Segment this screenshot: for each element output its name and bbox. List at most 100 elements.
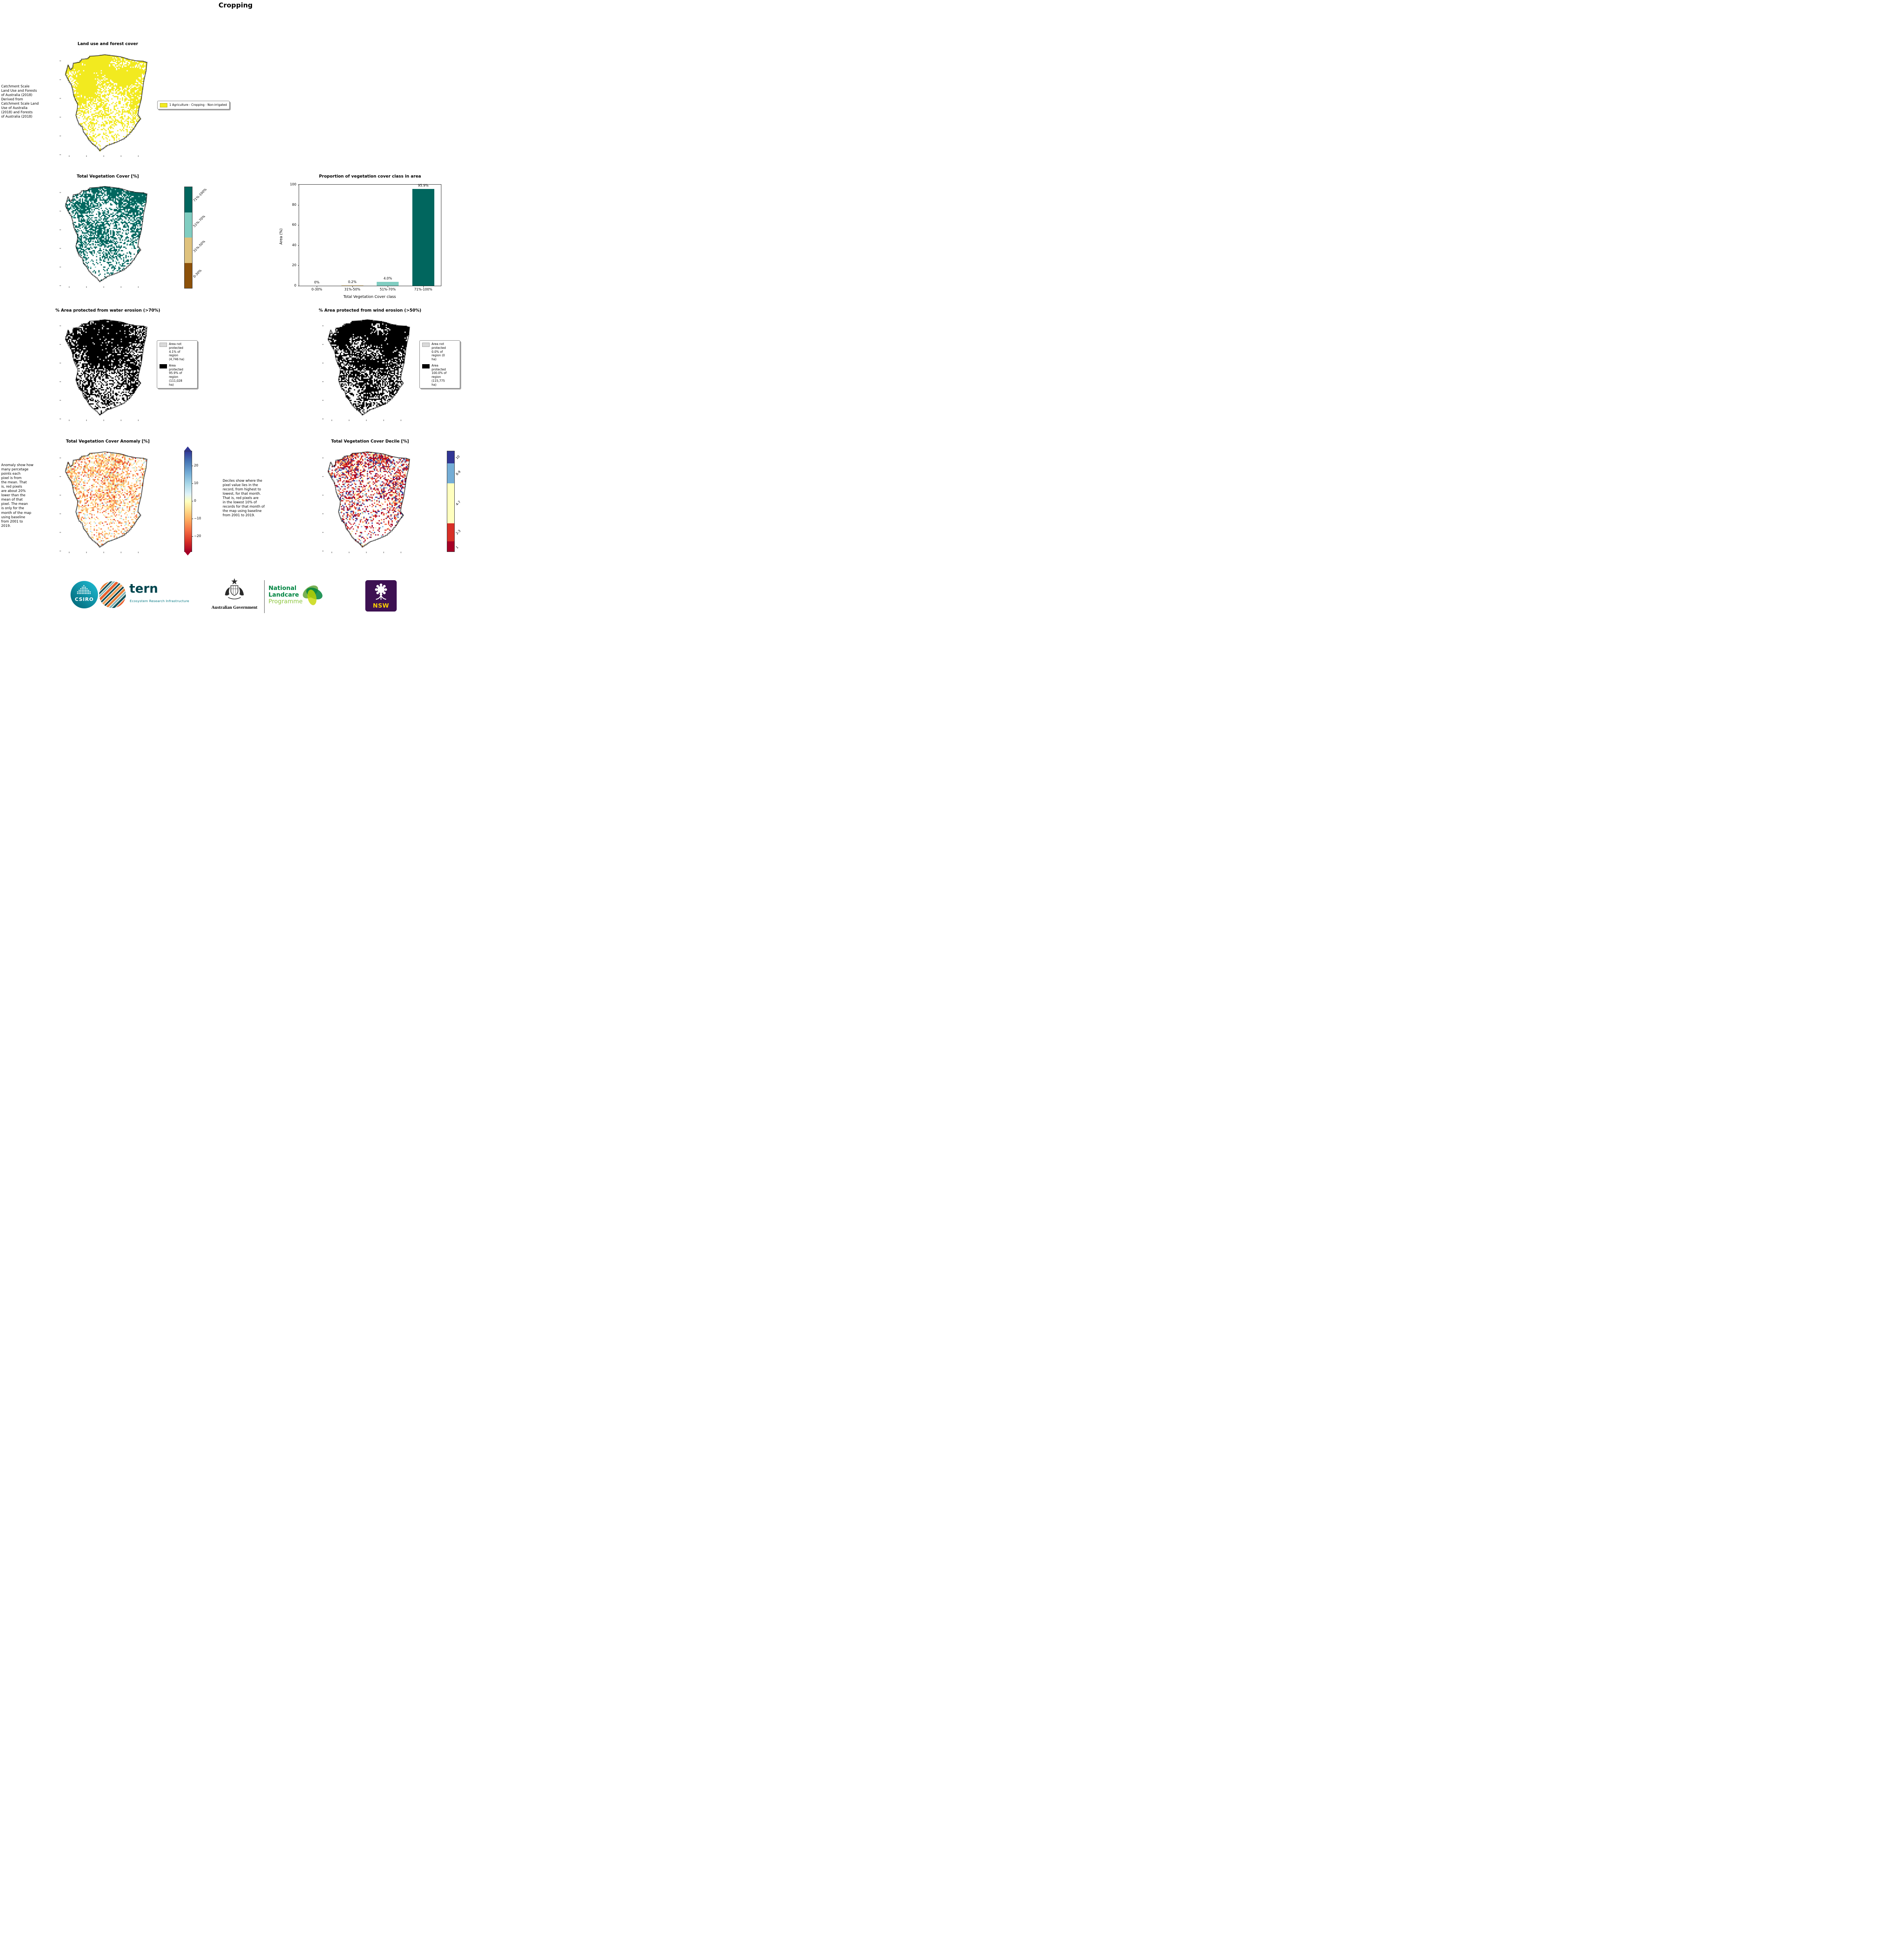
decile-colorbar-bar: [447, 451, 455, 552]
proportion-chart-title: Proportion of vegetation cover class in …: [319, 174, 421, 179]
wind-not-protected-swatch: [422, 343, 430, 347]
land-use-map: [60, 53, 156, 157]
veg-colorbar-label: 51%-70%: [192, 214, 206, 228]
colorbar-arrow-down-icon: [184, 551, 191, 555]
colorbar-arrow-up-icon: [184, 446, 191, 451]
x-tick-label: 51%-70%: [379, 288, 396, 292]
proportion-chart-xlabel: Total Vegetation Cover class: [343, 295, 396, 299]
tern-wordmark: tern: [129, 582, 158, 596]
decile-note: Deciles show where the pixel value lies …: [223, 479, 265, 518]
nsw-text: NSW: [373, 602, 389, 609]
decile-colorbar-segment-8-9: [447, 463, 454, 483]
decile-colorbar-label: 8-9: [455, 470, 461, 476]
wind-erosion-title: % Area protected from wind erosion (>50%…: [319, 308, 421, 313]
tern-subtitle: Ecosystem Research Infrastructure: [130, 599, 189, 603]
anomaly-colorbar-tick: 10: [194, 481, 198, 486]
water-protected-swatch: [160, 364, 167, 368]
bar-71%-100%: [412, 189, 434, 286]
anomaly-colorbar: 20 10 0 −10 −20: [184, 446, 212, 555]
wind-protected-swatch: [422, 364, 430, 368]
x-tick-mark: [423, 286, 424, 287]
csiro-text: CSIRO: [75, 596, 94, 602]
decile-colorbar-label: 2-3: [455, 529, 461, 535]
anomaly-map: [60, 450, 156, 553]
decile-colorbar-label: 10: [455, 454, 461, 460]
anomaly-title: Total Vegetation Cover Anomaly [%]: [66, 439, 150, 444]
land-use-title: Land use and forest cover: [77, 42, 138, 46]
australian-coat-of-arms-icon: [225, 578, 244, 599]
x-tick-mark: [352, 286, 353, 287]
y-tick-mark: [298, 265, 299, 266]
veg-colorbar-segment-31%-50%: [185, 238, 192, 263]
anomaly-colorbar-gradient: [184, 451, 192, 552]
cropping-legend-label: 1 Agriculture - Cropping - Non-irrigated: [169, 103, 227, 107]
water-protected-label: Area protected 95.9% of region (111,028 …: [169, 363, 183, 387]
veg-cover-colorbar: 0-30% 31%-50% 51%-70% 71%-100%: [184, 187, 227, 289]
landcare-leaf-icon: [303, 585, 323, 605]
bar-value-label: 0.2%: [348, 280, 357, 285]
bar-31%-50%: [341, 285, 363, 286]
veg-cover-map: [60, 184, 156, 288]
proportion-bar-chart: 0% 0-30% 0.2% 31%-50% 4.0% 51%-70% 95.9% 71%-10…: [290, 183, 441, 292]
decile-colorbar-label: 1: [455, 545, 459, 550]
anomaly-colorbar-tickmark: [192, 536, 193, 537]
veg-colorbar-segment-0-30%: [185, 263, 192, 288]
csiro-circle: [71, 581, 98, 608]
tern-logo: [99, 581, 126, 608]
y-tick-label: 100: [290, 183, 296, 187]
veg-cover-title: Total Vegetation Cover [%]: [76, 174, 139, 179]
y-tick-label: 20: [292, 263, 296, 268]
anomaly-colorbar-tick: −10: [194, 516, 201, 521]
water-erosion-legend: Area not protected 4.1% of region (4,746…: [157, 340, 198, 389]
water-erosion-map: [60, 318, 156, 421]
anomaly-colorbar-tick: −20: [194, 534, 201, 538]
y-tick-label: 60: [292, 223, 296, 227]
landcare-logo-text: National Landcare Programme: [269, 585, 303, 604]
water-not-protected-label: Area not protected 4.1% of region (4,746…: [169, 342, 185, 361]
x-tick-label: 0-30%: [311, 288, 322, 292]
veg-colorbar-bar: [184, 187, 192, 289]
y-tick-label: 80: [292, 203, 296, 207]
page-title: Cropping: [218, 2, 253, 9]
veg-colorbar-label: 31%-50%: [192, 239, 206, 253]
wind-not-protected-label: Area not protected 0.0% of region (0 ha): [432, 342, 446, 361]
landcare-line-landcare: Landcare: [269, 591, 299, 598]
anomaly-note: Anomaly show how many percetage points e…: [1, 463, 34, 528]
decile-colorbar-segment-1: [447, 541, 454, 552]
veg-colorbar-label: 0-30%: [192, 268, 203, 279]
report-figure: Cropping Catchment Scale Land Use and Fo…: [0, 0, 471, 626]
decile-colorbar: 10 8-9 4-7 2-3 1: [447, 451, 471, 552]
y-tick-label: 40: [292, 243, 296, 247]
decile-colorbar-segment-2-3: [447, 523, 454, 542]
decile-map: [322, 450, 418, 553]
waratah-icon: [375, 583, 387, 600]
bar-51%-70%: [377, 281, 399, 286]
proportion-chart-ylabel: Area (%): [279, 228, 283, 245]
bar-value-label: 0%: [314, 281, 320, 285]
nsw-government-logo: NSW: [365, 580, 397, 612]
veg-colorbar-segment-51%-70%: [185, 212, 192, 238]
cropping-legend-swatch: [160, 103, 167, 107]
decile-colorbar-segment-4-7: [447, 483, 454, 524]
decile-colorbar-label: 4-7: [455, 500, 461, 506]
x-tick-label: 71%-100%: [414, 288, 432, 292]
water-not-protected-swatch: [160, 343, 167, 347]
veg-colorbar-label: 71%-100%: [192, 187, 208, 203]
decile-colorbar-segment-10: [447, 451, 454, 463]
csiro-logo: CSIRO: [71, 581, 98, 608]
y-tick-label: 0: [294, 284, 296, 288]
y-tick-mark: [298, 245, 299, 246]
veg-colorbar-segment-71%-100%: [185, 187, 192, 212]
wind-erosion-map: [322, 318, 418, 421]
wind-erosion-legend: Area not protected 0.0% of region (0 ha)…: [419, 340, 460, 389]
x-tick-label: 31%-50%: [344, 288, 361, 292]
decile-title: Total Vegetation Cover Decile [%]: [331, 439, 409, 444]
footer-divider: [264, 580, 265, 613]
anomaly-colorbar-tick: 20: [194, 464, 198, 468]
bar-value-label: 95.9%: [418, 183, 429, 188]
anomaly-colorbar-tick: 0: [194, 499, 196, 503]
csiro-dots-pattern: [77, 585, 91, 594]
land-use-source-note: Catchment Scale Land Use and Forests of …: [1, 85, 39, 119]
australian-government-text: Australian Government: [211, 605, 258, 610]
landcare-line-national: National: [269, 584, 297, 592]
